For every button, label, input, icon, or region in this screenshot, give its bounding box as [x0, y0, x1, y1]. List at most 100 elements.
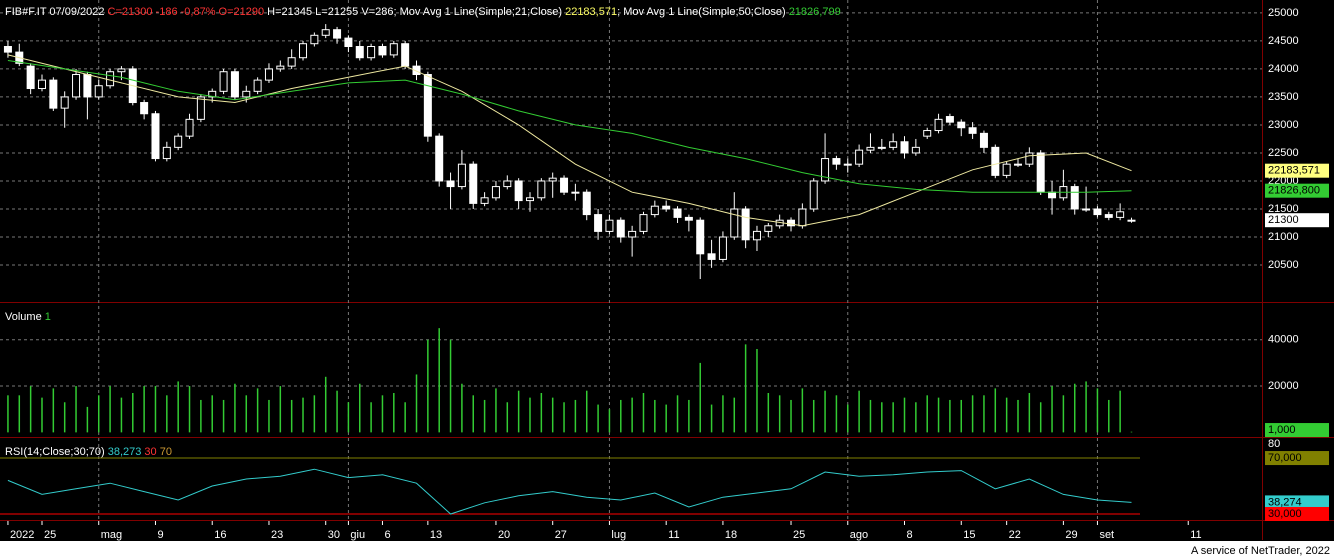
value-box — [1265, 495, 1329, 510]
candle-body — [764, 225, 773, 232]
x-tick-label: 2022 — [10, 529, 34, 541]
x-tick-label: 23 — [271, 529, 283, 541]
volume-bar — [245, 395, 248, 433]
candle-body — [401, 43, 410, 67]
volume-bar — [18, 395, 21, 433]
x-tick-label: 30 — [328, 529, 340, 541]
x-tick-label: 25 — [44, 529, 56, 541]
title-part: FIB#F.IT 07/09/2022 — [5, 6, 108, 18]
volume-bar — [529, 397, 531, 433]
volume-bar — [620, 399, 622, 433]
volume-bar — [574, 399, 577, 433]
volume-bar — [756, 349, 758, 433]
volume-bar — [290, 399, 293, 433]
y-tick-label: 23000 — [1268, 119, 1299, 131]
candle-body — [1002, 163, 1011, 176]
candle-body — [3, 46, 12, 53]
candle-body — [809, 180, 818, 210]
candle-body — [60, 96, 69, 109]
y-tick-label: 25000 — [1268, 7, 1299, 19]
volume-bar — [960, 399, 963, 433]
candle-body — [355, 46, 364, 59]
volume-bar — [52, 388, 55, 433]
candle-body — [730, 208, 739, 238]
value-box-label: 70,000 — [1268, 452, 1302, 464]
volume-bar — [347, 402, 350, 433]
value-box — [1265, 506, 1329, 521]
volume-bar — [63, 402, 66, 433]
x-tick-label: 16 — [214, 529, 226, 541]
candle-body — [1048, 191, 1057, 199]
volume-bar — [449, 339, 452, 433]
volume-bar — [1085, 381, 1087, 433]
volume-bar — [166, 395, 168, 433]
x-tick-label: 9 — [157, 529, 163, 541]
candle-body — [843, 163, 852, 166]
volume-bar — [268, 399, 270, 433]
candle-body — [242, 90, 251, 98]
volume-bar — [120, 397, 123, 433]
candle-body — [684, 216, 693, 221]
footer-bar — [0, 541, 1334, 559]
x-tick-label: mag — [101, 529, 122, 541]
candle-body — [1036, 152, 1045, 193]
volume-bar — [1051, 386, 1053, 433]
x-tick-label: 27 — [555, 529, 567, 541]
volume-bar — [937, 397, 940, 433]
candle-body — [662, 205, 671, 210]
candle-body — [196, 96, 205, 120]
candle-body — [900, 141, 909, 154]
candle-body — [628, 230, 637, 238]
volume-bar — [495, 388, 497, 433]
volume-bar — [631, 397, 633, 433]
volume-bar — [688, 399, 690, 433]
candle-body — [162, 146, 171, 160]
candle-body — [594, 214, 603, 232]
volume-bar — [404, 402, 406, 433]
candle-body — [866, 146, 875, 151]
value-box — [1265, 423, 1329, 438]
x-tick-label: 13 — [430, 529, 442, 541]
y-tick-label: 21000 — [1268, 231, 1299, 243]
volume-bar — [7, 395, 9, 433]
volume-bar — [710, 404, 713, 433]
value-box-label: 21826,800 — [1268, 185, 1320, 197]
volume-bar — [1119, 390, 1121, 433]
candle-body — [889, 141, 898, 148]
title-part: 70 — [157, 446, 172, 458]
candle-body — [276, 65, 285, 70]
moving-average — [7, 60, 1132, 193]
volume-bar — [381, 395, 384, 433]
volume-bar — [506, 402, 509, 433]
volume-bar — [177, 381, 179, 433]
y-tick-label: 23500 — [1268, 91, 1299, 103]
x-tick-label: 20 — [498, 529, 510, 541]
title-part: C=21300 -186 -0,87% O=21290 — [108, 6, 265, 18]
volume-bar — [1017, 399, 1019, 433]
x-tick-label: 11 — [1190, 529, 1201, 541]
candle-body — [537, 180, 546, 199]
candle-body — [423, 74, 432, 137]
candle-body — [979, 132, 988, 148]
moving-average — [7, 54, 1132, 227]
volume-bar — [1039, 402, 1042, 433]
candle-body — [94, 85, 103, 98]
volume-bar — [903, 397, 906, 433]
volume-bar — [313, 395, 316, 433]
candle-body — [219, 71, 228, 92]
volume-bar — [302, 397, 304, 433]
candle-body — [83, 74, 92, 98]
panel-title: Volume 1 — [5, 311, 51, 323]
volume-bar — [983, 395, 985, 433]
title-part: 21826,799 — [789, 6, 841, 18]
candle-body — [299, 43, 308, 59]
candle-body — [480, 197, 489, 204]
volume-bar — [699, 362, 701, 433]
volume-bar — [234, 383, 236, 433]
candle-body — [957, 121, 966, 129]
candle-body — [140, 102, 149, 115]
value-box-label: 1,000 — [1268, 424, 1296, 436]
candle-body — [798, 208, 807, 227]
candle-body — [650, 205, 659, 216]
volume-bar — [86, 406, 89, 433]
